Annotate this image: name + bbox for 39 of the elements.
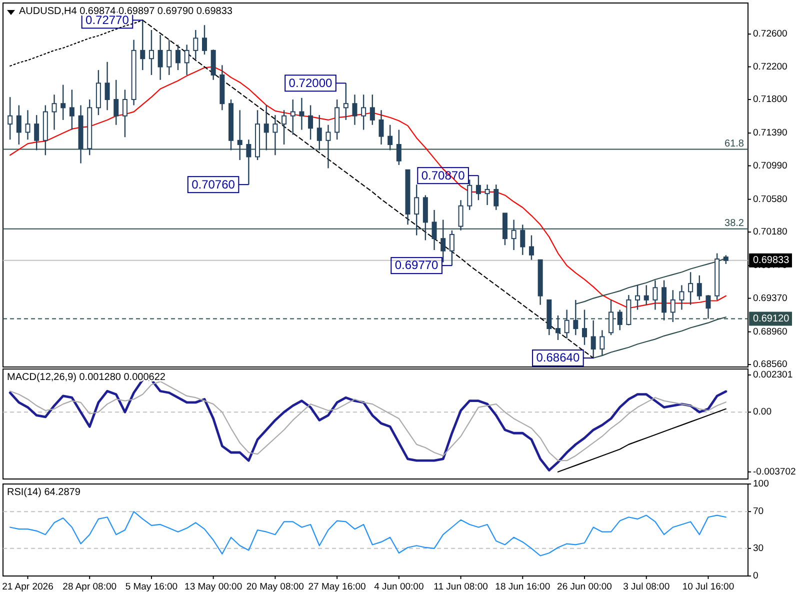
chart-title: RSI(14) 64.2879 bbox=[7, 487, 81, 498]
y-tick-label: 0.69370 bbox=[753, 292, 788, 304]
x-tick-label: 26 Jun 00:00 bbox=[557, 582, 612, 593]
y-tick-label: 0.70580 bbox=[753, 194, 788, 205]
y-tick-label: 0 bbox=[753, 570, 758, 582]
y-tick-label: 100 bbox=[753, 478, 769, 490]
annotation: 0.72000 bbox=[288, 76, 332, 90]
y-tick-label: 0.71390 bbox=[753, 128, 788, 139]
y-tick-label: -0.003702 bbox=[753, 466, 796, 478]
y-tick-label: 30 bbox=[753, 542, 764, 554]
x-tick-label: 13 May 00:00 bbox=[184, 582, 242, 593]
x-tick-label: 18 Jun 16:00 bbox=[495, 582, 550, 593]
x-tick-label: 3 Jul 08:00 bbox=[623, 582, 670, 593]
y-tick-label: 0.68960 bbox=[753, 326, 788, 338]
x-tick-label: 28 Apr 08:00 bbox=[62, 582, 117, 593]
y-tick-label: 0.68560 bbox=[753, 359, 788, 370]
annotation: 0.70760 bbox=[192, 177, 236, 192]
x-tick-label: 11 Jun 08:00 bbox=[434, 582, 488, 593]
chart-title: MACD(12,26,9) 0.001280 0.000622 bbox=[7, 372, 166, 383]
y-tick-label: 0.00 bbox=[753, 406, 772, 418]
x-tick-label: 5 May 16:00 bbox=[125, 582, 178, 593]
y-tick-label: 0.002301 bbox=[753, 369, 793, 380]
x-tick-label: 4 Jun 00:00 bbox=[374, 582, 424, 593]
ref-line-label: 0.69833 bbox=[753, 255, 790, 266]
y-tick-label: 0.72200 bbox=[753, 61, 788, 72]
x-tick-label: 10 Jul 16:00 bbox=[682, 582, 734, 593]
annotation: 38.2 bbox=[724, 218, 744, 229]
ref-line-label: 0.69120 bbox=[753, 313, 790, 324]
annotation: 0.69770 bbox=[394, 258, 439, 272]
x-tick-label: 27 May 16:00 bbox=[308, 582, 366, 593]
annotation: 0.68640 bbox=[536, 350, 580, 365]
annotation: 61.8 bbox=[724, 138, 744, 150]
y-tick-label: 0.72600 bbox=[753, 28, 788, 40]
y-tick-label: 70 bbox=[753, 506, 764, 518]
y-tick-label: 0.70990 bbox=[753, 160, 788, 172]
x-tick-label: 20 May 08:00 bbox=[246, 582, 304, 593]
y-tick-label: 0.71800 bbox=[753, 94, 788, 106]
y-tick-label: 0.70180 bbox=[753, 226, 788, 238]
x-tick-label: 21 Apr 2026 bbox=[2, 582, 54, 593]
